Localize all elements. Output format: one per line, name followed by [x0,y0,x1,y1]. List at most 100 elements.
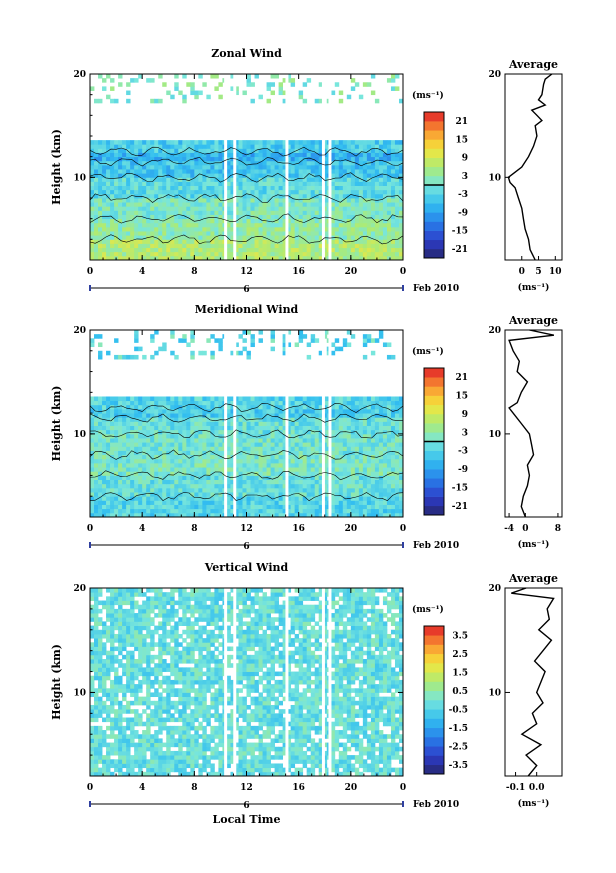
heatmap-cell [198,500,203,505]
heatmap-cell [138,144,143,149]
y-tick-label: 20 [73,70,86,80]
heatmap-cell [266,438,271,443]
heatmap-cell [390,400,396,406]
heatmap-cell [242,231,247,236]
heatmap-cell [218,442,223,447]
heatmap-cell [234,86,239,91]
heatmap-cell [250,189,255,195]
heatmap-cell [310,243,316,248]
heatmap-cell [382,144,388,149]
heatmap-cell [94,500,99,505]
heatmap-cell [206,247,211,253]
heatmap-cell [178,181,183,186]
heatmap-cell [274,504,279,510]
heatmap-cell [290,438,296,443]
heatmap-cell [318,413,324,418]
heatmap-cell [182,467,187,472]
heatmap-cell [126,462,131,468]
heatmap-cell [186,396,191,402]
heatmap-cell [262,500,267,505]
heatmap-cell [366,400,372,406]
heatmap-cell [190,350,195,356]
heatmap-cell [330,185,336,191]
heatmap-cell [362,239,368,244]
heatmap-cell [298,251,304,257]
heatmap-cell [334,156,340,162]
heatmap-cell [318,438,324,443]
heatmap-cell [170,438,175,443]
heatmap-cell [290,140,296,145]
colorbar-band [424,487,444,497]
heatmap-cell [118,471,123,476]
heatmap-cell [106,152,111,158]
heatmap-cell [346,206,352,211]
heatmap-cell [318,417,324,422]
heatmap-cell [330,148,336,153]
heatmap-cell [310,140,316,145]
heatmap-cell [354,450,360,456]
heatmap-cell [370,255,376,261]
heatmap-cell [298,475,304,480]
heatmap-cell [98,173,103,178]
heatmap-cell [338,467,344,472]
heatmap-cell [386,512,392,518]
heatmap-cell [194,235,199,240]
heatmap-cell [290,413,296,418]
heatmap-cell [102,508,107,514]
heatmap-cell [238,471,243,476]
heatmap-cell [354,487,360,493]
heatmap-cell [218,500,223,505]
heatmap-cell [114,239,119,244]
heatmap-cell [254,152,259,158]
heatmap-cell [138,214,143,220]
heatmap-cell [106,94,111,100]
heatmap-cell [150,247,155,253]
heatmap-cell [374,169,380,174]
heatmap-cell [370,90,376,96]
heatmap-cell [234,173,239,178]
heatmap-cell [386,462,392,468]
heatmap-cell [390,156,396,162]
heatmap-cell [106,193,111,199]
heatmap-cell [242,492,247,497]
heatmap-cell [218,462,223,468]
heatmap-cell [174,148,179,153]
heatmap-cell [166,202,171,207]
heatmap-cell [230,400,235,406]
heatmap-cell [290,404,296,410]
heatmap-cell [370,512,376,518]
heatmap-cell [106,425,111,431]
heatmap-cell [194,404,199,410]
heatmap-cell [178,231,183,236]
heatmap-cell [298,487,304,493]
heatmap-cell [382,404,388,410]
heatmap-cell [262,239,267,244]
heatmap-cell [370,156,376,162]
heatmap-cell [106,231,111,236]
heatmap-cell [274,202,279,207]
heatmap-cell [122,512,127,518]
heatmap-cell [334,152,340,158]
heatmap-cell [150,483,155,489]
heatmap-cell [110,421,115,426]
heatmap-cell [246,177,251,182]
heatmap-cell [194,198,199,203]
heatmap-cell [126,483,131,489]
heatmap-cell [162,189,167,195]
heatmap-cell [266,181,271,186]
heatmap-cell [378,181,384,186]
heatmap-cell [94,429,99,435]
heatmap-cell [130,164,135,170]
heatmap-cell [154,243,159,248]
contour-line [89,156,404,167]
heatmap-cell [306,152,312,158]
heatmap-cell [302,500,308,505]
heatmap-cell [282,198,288,203]
heatmap-cell [242,160,247,166]
heatmap-cell [130,454,135,460]
heatmap-cell [242,487,247,493]
heatmap-cell [298,189,304,195]
heatmap-cell [198,231,203,236]
heatmap-cell [182,425,187,431]
heatmap-cell [118,164,123,170]
